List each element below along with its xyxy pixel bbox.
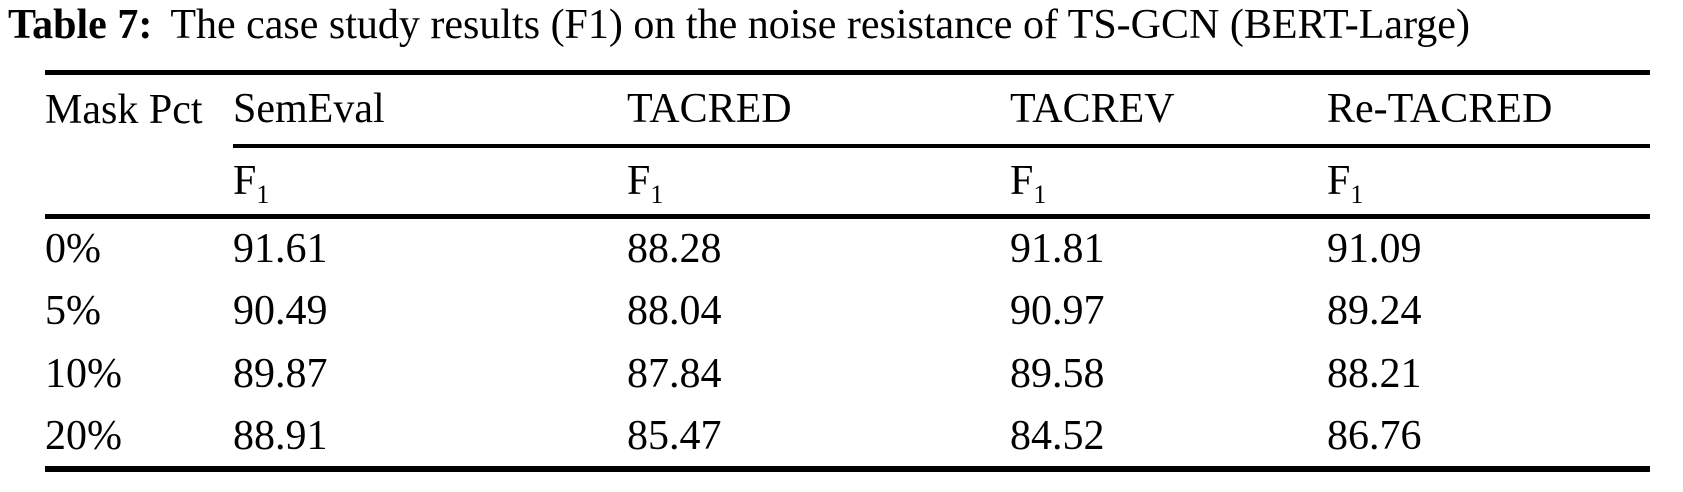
f1-value-cell-re-tacred: 86.76 xyxy=(1327,405,1650,472)
f1-value-cell-re-tacred: 91.09 xyxy=(1327,226,1422,273)
table-header-row: Mask Pct SemEval TACRED TACREV Re-TACRED xyxy=(45,70,1650,146)
f1-value-cell-tacred: 88.04 xyxy=(627,288,722,334)
metric-subscript: 1 xyxy=(650,179,664,209)
mask-pct-cell: 0% xyxy=(45,226,101,273)
metric-header-f1-re-tacred: F1 xyxy=(1327,143,1650,219)
metric-header-f1-semeval: F1 xyxy=(233,143,627,219)
metric-subscript: 1 xyxy=(256,179,270,209)
column-header-tacred: TACRED xyxy=(627,70,1010,146)
metric-header-f1-tacrev: F1 xyxy=(1010,143,1327,219)
table-caption-label: Table 7: xyxy=(8,2,153,48)
f1-value-cell-semeval: 91.61 xyxy=(233,226,328,273)
f1-value-cell-tacrev: 89.58 xyxy=(1010,351,1105,397)
f1-value-cell-tacred: 88.28 xyxy=(627,226,722,273)
table-caption: Table 7: The case study results (F1) on t… xyxy=(8,1,1470,49)
metric-f-label: F xyxy=(1010,157,1034,204)
mask-pct-cell: 20% xyxy=(45,405,233,472)
f1-value-cell-semeval: 88.91 xyxy=(233,405,627,472)
mask-pct-cell: 10% xyxy=(45,351,122,397)
f1-value-cell-re-tacred: 89.24 xyxy=(1327,288,1422,334)
table-caption-text: The case study results (F1) on the noise… xyxy=(170,2,1470,48)
metric-f-label: F xyxy=(233,157,257,204)
column-header-semeval: SemEval xyxy=(233,70,627,146)
f1-value-cell-tacrev: 84.52 xyxy=(1010,405,1327,472)
results-table: Mask Pct SemEval TACRED TACREV Re-TACRED… xyxy=(45,70,1650,472)
f1-value-cell-tacred: 85.47 xyxy=(627,405,1010,472)
f1-value-cell-tacrev: 91.81 xyxy=(1010,226,1105,273)
table-metric-row: F1 F1 F1 F1 xyxy=(45,143,1650,219)
metric-header-f1-tacred: F1 xyxy=(627,143,1010,219)
table-row-mask-20: 20% 88.91 85.47 84.52 86.76 xyxy=(45,405,1650,472)
table-row-mask-10: 10% 89.87 87.84 89.58 88.21 xyxy=(45,343,1650,406)
metric-header-empty xyxy=(45,145,233,219)
metric-f-label: F xyxy=(1327,157,1351,204)
metric-f-label: F xyxy=(627,157,651,204)
f1-value-cell-semeval: 89.87 xyxy=(233,351,328,397)
mask-pct-cell: 5% xyxy=(45,288,101,334)
f1-value-cell-tacrev: 90.97 xyxy=(1010,288,1105,334)
f1-value-cell-semeval: 90.49 xyxy=(233,288,328,334)
metric-subscript: 1 xyxy=(1350,179,1364,209)
metric-subscript: 1 xyxy=(1033,179,1047,209)
column-header-re-tacred: Re-TACRED xyxy=(1327,70,1650,146)
column-header-tacrev: TACREV xyxy=(1010,70,1327,146)
column-header-mask-pct: Mask Pct xyxy=(45,70,233,146)
table-row-mask-0: 0% 91.61 88.28 91.81 91.09 xyxy=(45,217,1650,280)
table-row-mask-5: 5% 90.49 88.04 90.97 89.24 xyxy=(45,280,1650,343)
f1-value-cell-tacred: 87.84 xyxy=(627,351,722,397)
f1-value-cell-re-tacred: 88.21 xyxy=(1327,351,1422,397)
